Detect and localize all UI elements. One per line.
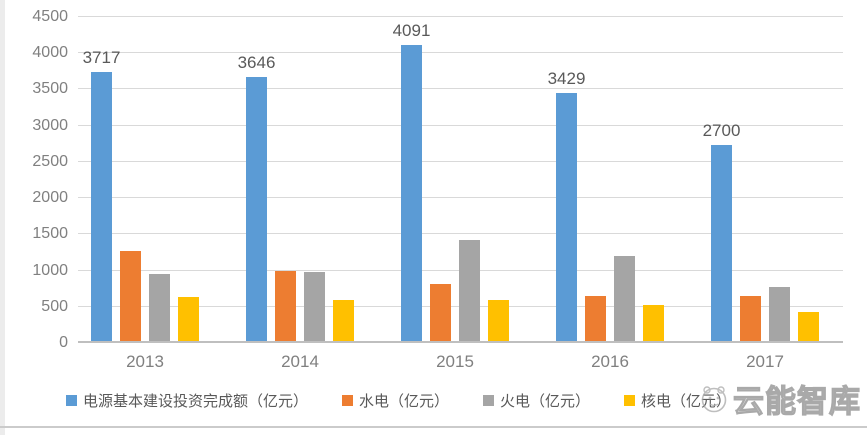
legend-item-2: 火电（亿元） [483, 390, 590, 411]
gridline [78, 197, 843, 199]
bar-2013-series3 [178, 296, 199, 341]
legend-item-1: 水电（亿元） [342, 390, 449, 411]
watermark-text: 云能智库 [732, 383, 861, 419]
legend-label: 水电（亿元） [359, 393, 450, 410]
gridline [78, 52, 843, 54]
bar-2016-series3 [643, 304, 664, 341]
data-label: 2700 [702, 121, 741, 141]
x-tick-label: 2016 [591, 352, 629, 371]
bar-2017-series1 [740, 296, 761, 341]
plot-area [78, 16, 843, 343]
bar-2014-series0 [246, 76, 267, 341]
y-tick-label: 2000 [32, 189, 68, 207]
bar-2017-series2 [769, 287, 790, 341]
y-tick-label: 2500 [32, 152, 68, 170]
y-tick-label: 1000 [32, 261, 68, 279]
gridline [78, 16, 843, 17]
legend: 电源基本建设投资完成额（亿元） 水电（亿元） 火电（亿元） 核电（亿元） [66, 390, 731, 411]
bar-2017-series3 [798, 312, 819, 341]
legend-label: 电源基本建设投资完成额（亿元） [83, 393, 309, 410]
legend-item-3: 核电（亿元） [624, 390, 731, 411]
gridline [78, 160, 843, 162]
x-tick-label: 2013 [126, 352, 164, 371]
y-tick-label: 0 [59, 334, 68, 351]
legend-label: 核电（亿元） [641, 393, 732, 410]
gridline [78, 88, 843, 90]
page-edge-strip [0, 0, 5, 435]
bar-2015-series1 [430, 284, 451, 341]
bar-2015-series3 [488, 300, 509, 341]
bar-2016-series2 [614, 255, 635, 341]
legend-label: 火电（亿元） [500, 393, 591, 410]
bar-2017-series0 [711, 145, 732, 341]
data-label: 3429 [547, 68, 586, 88]
data-label: 3646 [237, 52, 276, 72]
gridline [78, 233, 843, 235]
gridline [78, 124, 843, 126]
bar-2014-series1 [275, 271, 296, 341]
bar-2016-series1 [585, 296, 606, 341]
y-tick-label: 500 [41, 297, 68, 315]
x-tick-label: 2017 [746, 352, 784, 371]
y-tick-label: 1500 [32, 225, 68, 243]
x-tick-label: 2014 [281, 352, 319, 371]
legend-swatch-icon [342, 395, 354, 406]
data-label: 4091 [392, 20, 431, 40]
x-axis-line [78, 341, 843, 343]
bottom-divider [0, 426, 867, 428]
mascot-face-icon [701, 385, 727, 412]
legend-swatch-icon [624, 395, 636, 406]
x-tick-label: 2015 [436, 352, 474, 371]
legend-item-0: 电源基本建设投资完成额（亿元） [66, 390, 308, 411]
bar-2016-series0 [556, 92, 577, 341]
bar-2015-series0 [401, 44, 422, 341]
watermark: 云能智库 [699, 376, 861, 421]
y-tick-label: 4500 [32, 8, 68, 25]
bar-2013-series0 [91, 71, 112, 341]
legend-swatch-icon [66, 395, 77, 406]
y-tick-label: 4000 [32, 44, 68, 62]
bar-2013-series1 [120, 250, 141, 341]
bar-2013-series2 [149, 273, 170, 341]
bar-2015-series2 [459, 239, 480, 341]
bar-2014-series2 [304, 272, 325, 341]
legend-swatch-icon [483, 395, 495, 406]
y-tick-label: 3000 [32, 116, 68, 134]
bar-2014-series3 [333, 299, 354, 341]
y-tick-label: 3500 [32, 80, 68, 98]
data-label: 3717 [82, 47, 121, 67]
